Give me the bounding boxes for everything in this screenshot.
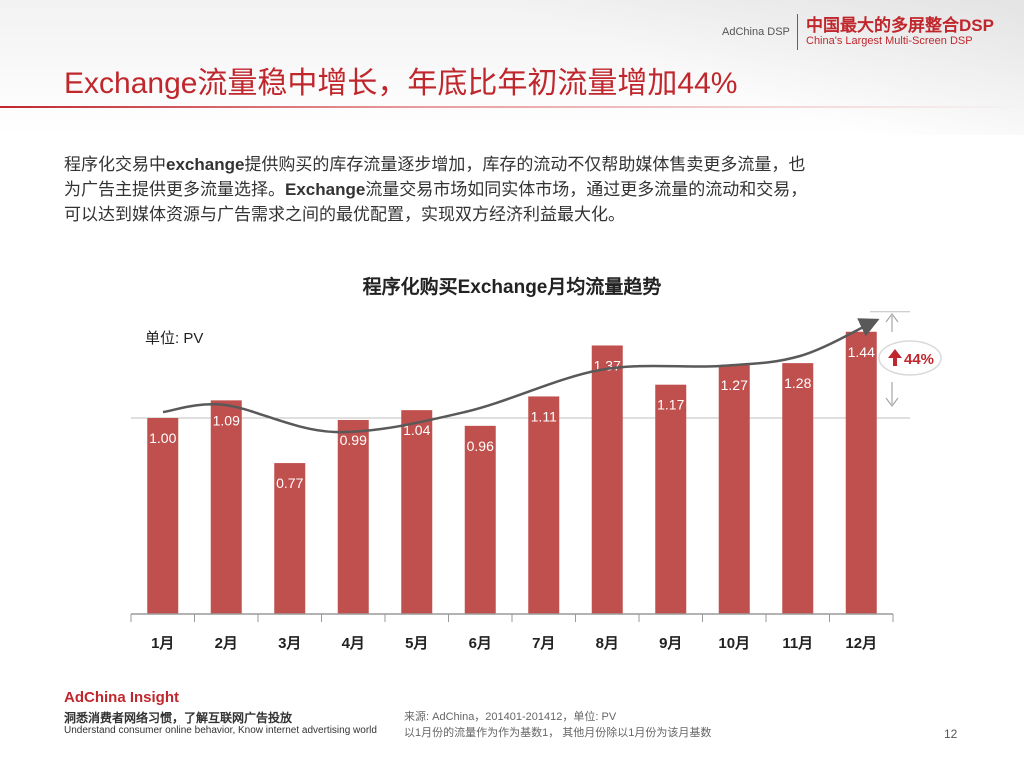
chart-title: 程序化购买Exchange月均流量趋势 — [362, 277, 662, 298]
bar-value-label: 0.96 — [467, 438, 494, 454]
bar — [591, 345, 623, 614]
bar — [655, 384, 687, 614]
bar-value-label: 0.77 — [276, 475, 303, 491]
bar-value-label: 1.04 — [403, 422, 430, 438]
bar — [210, 400, 242, 614]
up-arrow-icon — [888, 349, 902, 366]
brand-divider — [797, 14, 798, 50]
bar-value-label: 1.28 — [784, 375, 811, 391]
brand-small: AdChina DSP — [722, 26, 790, 38]
bar — [337, 419, 369, 614]
bar — [401, 410, 433, 614]
bar-value-label: 1.11 — [531, 408, 557, 424]
intro-paragraph: 程序化交易中exchange提供购买的库存流量逐步增加，库存的流动不仅帮助媒体售… — [64, 152, 944, 227]
source-note: 来源: AdChina，201401-201412，单位: PV — [404, 711, 617, 723]
x-tick-label: 1月 — [151, 635, 174, 652]
title-divider — [0, 106, 1024, 108]
bar — [464, 425, 496, 614]
header-band — [0, 0, 1024, 135]
x-tick-label: 10月 — [718, 635, 750, 652]
growth-badge — [878, 340, 942, 376]
bar-value-label: 1.27 — [721, 377, 748, 393]
footer-brand: AdChina Insight — [64, 689, 179, 706]
bar — [274, 463, 306, 614]
bar — [528, 396, 560, 614]
bar-value-label: 0.99 — [340, 432, 367, 448]
x-tick-label: 8月 — [596, 635, 619, 652]
bar-value-label: 1.09 — [213, 412, 240, 428]
growth-arrow-up-head — [885, 313, 899, 323]
x-tick-label: 12月 — [845, 635, 877, 652]
x-tick-label: 2月 — [215, 635, 238, 652]
bar-value-label: 1.00 — [149, 430, 176, 446]
unit-label: 单位: PV — [145, 330, 204, 347]
source-footnote: 以1月份的流量作为作为基数1， 其他月份除以1月份为该月基数 — [404, 727, 712, 739]
brand-tagline-cn: 中国最大的多屏整合DSP — [806, 16, 994, 35]
x-tick-label: 5月 — [405, 635, 428, 652]
x-tick-label: 7月 — [532, 635, 555, 652]
page-number: 12 — [944, 727, 958, 741]
intro-line-2: 为广告主提供更多流量选择。Exchange流量交易市场如同实体市场，通过更多流量… — [64, 180, 808, 199]
bar-value-label: 1.17 — [657, 397, 684, 413]
growth-annotation-label: 44% — [904, 351, 934, 368]
brand-tagline-en: China's Largest Multi-Screen DSP — [806, 35, 973, 47]
trend-line — [162, 318, 880, 434]
x-tick-label: 9月 — [659, 635, 682, 652]
x-tick-label: 11月 — [782, 635, 813, 652]
bar — [845, 331, 877, 614]
bar — [147, 418, 179, 614]
footer-tagline-en: Understand consumer online behavior, Kno… — [64, 725, 377, 736]
bar-value-label: 1.44 — [848, 344, 875, 360]
bar — [718, 365, 750, 614]
page-title: Exchange流量稳中增长，年底比年初流量增加44% — [64, 67, 738, 100]
footer-tagline-cn: 洞悉消费者网络习惯，了解互联网广告投放 — [64, 711, 293, 725]
x-tick-label: 6月 — [469, 635, 492, 652]
x-tick-label: 3月 — [278, 635, 301, 652]
x-tick-label: 4月 — [342, 635, 365, 652]
growth-arrow-down-head — [885, 397, 899, 407]
bar — [782, 363, 814, 614]
intro-line-3: 可以达到媒体资源与广告需求之间的最优配置，实现双方经济利益最大化。 — [64, 205, 625, 224]
intro-line-1: 程序化交易中exchange提供购买的库存流量逐步增加，库存的流动不仅帮助媒体售… — [64, 155, 806, 174]
